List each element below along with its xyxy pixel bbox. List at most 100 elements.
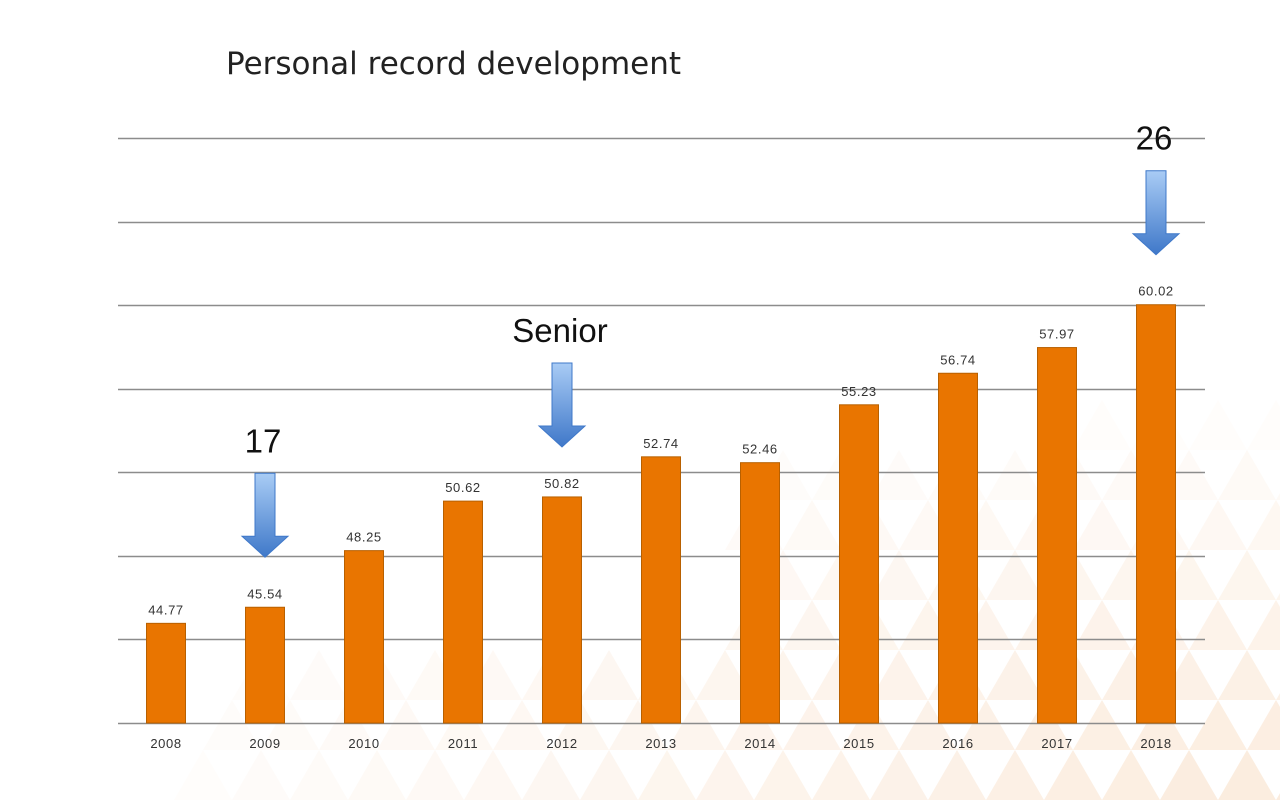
decor-triangle — [580, 650, 638, 700]
x-tick-label-2010: 2010 — [348, 736, 379, 751]
decor-triangle — [348, 750, 406, 800]
decor-triangle — [1218, 750, 1276, 800]
bar-2014 — [740, 462, 780, 724]
bar-2010 — [344, 550, 384, 724]
bar-2011 — [443, 500, 483, 724]
annotations: 17 Senior 26 — [240, 120, 1181, 558]
bar-2017 — [1037, 347, 1077, 724]
data-label-2017: 57.97 — [1039, 327, 1075, 342]
data-labels: 44.77 45.54 48.25 50.62 50.82 52.74 52.46 55.23… — [148, 284, 1174, 618]
decor-triangle — [1131, 700, 1189, 750]
decor-triangle — [870, 750, 928, 800]
decor-triangle — [870, 650, 928, 700]
decor-triangle — [696, 750, 754, 800]
decor-triangle — [1073, 600, 1131, 650]
decor-triangle — [493, 700, 551, 750]
decor-triangle — [1247, 600, 1280, 650]
decor-triangle — [1189, 500, 1247, 550]
x-tick-label-2015: 2015 — [843, 736, 874, 751]
decor-triangle — [1247, 700, 1280, 750]
decor-triangle — [783, 600, 841, 650]
data-label-2012: 50.82 — [544, 476, 580, 491]
x-tick-label-2009: 2009 — [249, 736, 280, 751]
decor-triangle — [957, 700, 1015, 750]
decor-triangle — [928, 750, 986, 800]
x-tick-label-2011: 2011 — [448, 736, 478, 751]
data-label-2009: 45.54 — [247, 586, 283, 601]
decor-triangle — [203, 700, 261, 750]
decor-triangle — [1276, 593, 1280, 600]
decor-triangle — [899, 700, 957, 750]
bar-2018 — [1136, 304, 1176, 724]
annotation-label-2018: 26 — [1136, 120, 1173, 157]
decor-triangle — [1218, 650, 1276, 700]
x-tick-label-2017: 2017 — [1041, 736, 1072, 751]
decor-triangle — [377, 700, 435, 750]
decor-triangle — [870, 450, 928, 500]
decor-triangle — [870, 550, 928, 600]
bar-2015 — [839, 404, 879, 724]
x-axis-ticks: 2008 2009 2010 2011 2012 2013 2014 2015 2016 2017… — [150, 736, 1171, 751]
decor-triangle — [1160, 750, 1218, 800]
decor-triangle — [1102, 750, 1160, 800]
decor-triangle — [986, 750, 1044, 800]
decor-triangle — [609, 700, 667, 750]
decor-triangle — [638, 750, 696, 800]
decor-triangle — [1073, 500, 1131, 550]
bar-2009 — [245, 606, 285, 724]
decor-triangle — [1015, 700, 1073, 750]
annotation-label-2009: 17 — [245, 422, 282, 459]
bar-2013 — [641, 456, 681, 724]
decor-triangle — [1218, 450, 1276, 500]
data-label-2016: 56.74 — [940, 352, 976, 367]
data-label-2011: 50.62 — [445, 480, 481, 495]
decor-triangle — [406, 750, 464, 800]
decor-triangle — [986, 650, 1044, 700]
decor-triangle — [986, 450, 1044, 500]
decor-triangle — [1276, 693, 1280, 700]
data-label-2010: 48.25 — [346, 530, 382, 545]
annotation-label-2012: Senior — [512, 312, 607, 349]
data-label-2015: 55.23 — [841, 384, 877, 399]
x-tick-label-2018: 2018 — [1140, 736, 1171, 751]
decor-triangle — [435, 700, 493, 750]
arrow-down-icon — [240, 472, 290, 558]
x-tick-label-2008: 2008 — [150, 736, 181, 751]
decor-triangle — [1044, 750, 1102, 800]
decor-triangle — [986, 550, 1044, 600]
decor-triangle — [1247, 500, 1280, 550]
decor-triangle — [1073, 400, 1131, 450]
background-triangle-pattern — [174, 400, 1280, 800]
decor-triangle — [667, 700, 725, 750]
bars — [146, 304, 1176, 724]
decor-triangle — [1276, 493, 1280, 500]
decor-triangle — [812, 750, 870, 800]
decor-triangle — [174, 750, 232, 800]
data-label-2018: 60.02 — [1138, 284, 1174, 299]
chart-title: Personal record development — [226, 46, 682, 82]
x-tick-label-2014: 2014 — [744, 736, 775, 751]
decor-triangle — [319, 700, 377, 750]
bar-2016 — [938, 372, 978, 724]
x-tick-label-2016: 2016 — [942, 736, 973, 751]
decor-triangle — [290, 750, 348, 800]
decor-triangle — [290, 650, 348, 700]
data-label-2008: 44.77 — [148, 602, 184, 617]
decor-triangle — [1218, 550, 1276, 600]
decor-triangle — [1276, 793, 1280, 800]
decor-triangle — [261, 700, 319, 750]
decor-triangle — [1189, 700, 1247, 750]
decor-triangle — [696, 650, 754, 700]
decor-triangle — [754, 750, 812, 800]
data-label-2013: 52.74 — [643, 436, 679, 451]
decor-triangle — [1189, 600, 1247, 650]
arrow-down-icon — [537, 362, 587, 448]
decor-triangle — [464, 750, 522, 800]
decor-triangle — [783, 700, 841, 750]
decor-triangle — [1073, 700, 1131, 750]
decor-triangle — [551, 700, 609, 750]
decor-triangle — [725, 700, 783, 750]
arrow-down-icon — [1131, 170, 1181, 256]
data-label-2014: 52.46 — [742, 442, 778, 457]
